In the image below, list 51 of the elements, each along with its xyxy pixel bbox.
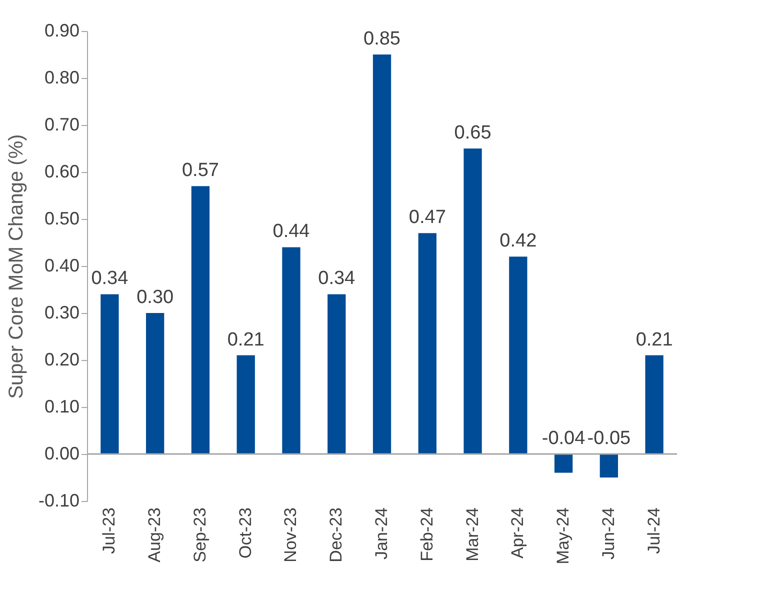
y-axis-title: Super Core MoM Change (%) [5, 134, 28, 399]
data-label: 0.44 [272, 221, 310, 242]
bar [146, 313, 164, 454]
x-tick-label: Nov-23 [281, 508, 300, 562]
y-tick-label: 0.10 [44, 396, 80, 416]
data-label: -0.05 [587, 428, 631, 449]
y-tick-label: 0.20 [44, 350, 80, 370]
bar [191, 186, 210, 454]
x-tick-label: Mar-24 [462, 508, 482, 562]
x-tick-label: Jul-24 [644, 508, 664, 554]
bar [509, 256, 528, 454]
bar [418, 233, 436, 454]
bar [554, 454, 573, 473]
y-tick-label: -0.10 [38, 490, 80, 510]
x-tick-label: Jan-24 [372, 508, 391, 560]
x-tick-label: Jun-24 [598, 508, 618, 560]
y-tick-label: 0.30 [44, 302, 80, 322]
bar [645, 355, 664, 454]
x-tick-label: Feb-24 [417, 508, 436, 562]
data-label: 0.34 [91, 268, 129, 290]
bar [100, 294, 119, 454]
y-tick-label: 0.90 [44, 20, 80, 40]
data-label: 0.47 [408, 207, 446, 228]
x-tick-label: Dec-23 [326, 508, 346, 562]
x-tick-label: May-24 [554, 508, 573, 564]
bar [464, 148, 482, 454]
y-tick-label: 0.40 [44, 256, 80, 276]
data-label: 0.30 [136, 287, 174, 308]
data-label: -0.04 [542, 428, 586, 449]
data-label: 0.21 [636, 329, 673, 350]
x-tick-label: Oct-23 [236, 508, 255, 559]
y-tick-label: 0.50 [44, 208, 80, 228]
data-label: 0.85 [364, 28, 400, 50]
x-tick-label: Sep-23 [190, 508, 210, 562]
bar [372, 54, 392, 454]
y-tick-label: 0.70 [44, 114, 80, 134]
data-label: 0.21 [227, 329, 264, 350]
y-tick-label: 0.00 [44, 444, 80, 464]
data-label: 0.65 [454, 122, 492, 144]
x-tick-label: Apr-24 [508, 508, 528, 559]
bar [282, 247, 300, 454]
x-tick-label: Aug-23 [145, 508, 164, 562]
x-tick-label: Jul-23 [100, 508, 119, 554]
data-label: 0.57 [182, 160, 219, 182]
y-tick-label: 0.80 [44, 68, 80, 88]
data-label: 0.34 [318, 268, 356, 290]
bar [236, 355, 255, 454]
bar [600, 454, 618, 478]
data-label: 0.42 [500, 230, 537, 252]
y-tick-label: 0.60 [44, 162, 80, 182]
bar [328, 294, 346, 454]
